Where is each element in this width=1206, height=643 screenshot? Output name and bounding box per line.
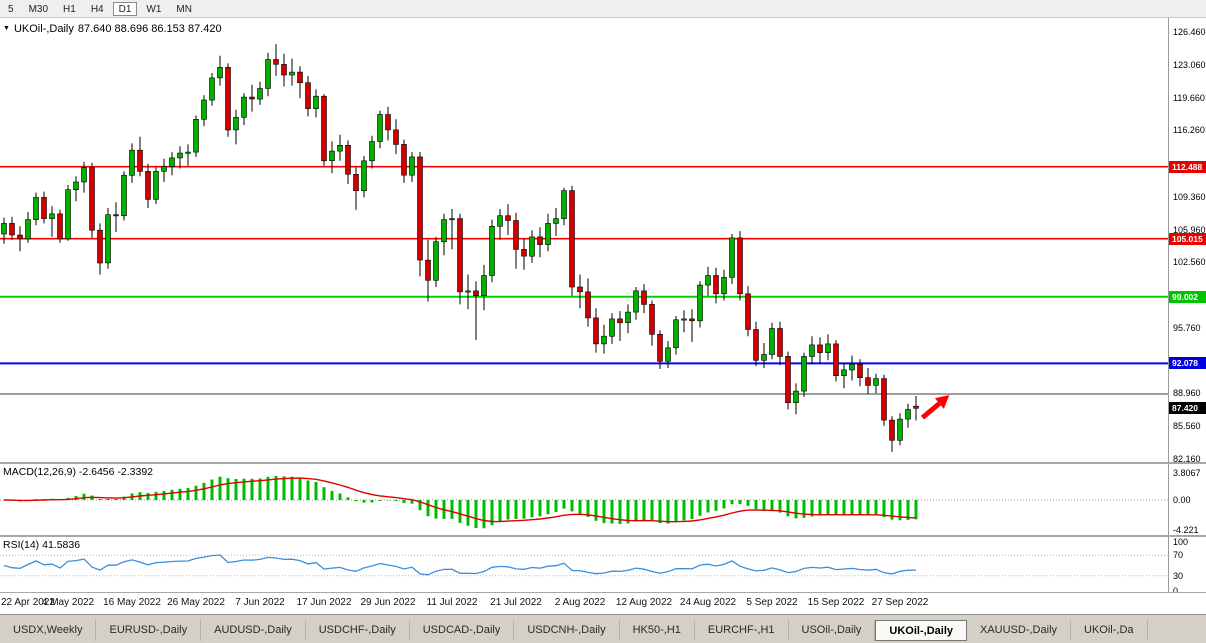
- symbol-tab-hk50-h1[interactable]: HK50-,H1: [620, 620, 695, 641]
- level-price-tag: 92.078: [1169, 357, 1206, 369]
- symbol-tab-eurusd-daily[interactable]: EURUSD-,Daily: [96, 620, 202, 641]
- macd-panel: MACD(12,26,9) -2.6456 -2.3392: [0, 464, 1168, 535]
- time-axis[interactable]: 22 Apr 2022 4 May 2022 16 May 2022 26 May 2…: [0, 593, 1206, 614]
- symbol-tab-usdcad-daily[interactable]: USDCAD-,Daily: [410, 620, 515, 641]
- symbol-tab-usoil-daily[interactable]: USOil-,Daily: [789, 620, 876, 641]
- date-label: 17 Jun 2022: [296, 597, 352, 608]
- price-scale-label: 82.160: [1173, 454, 1201, 464]
- date-label: 5 Sep 2022: [746, 597, 798, 608]
- symbol-tab-ukoil-daily[interactable]: UKOil-,Daily: [875, 620, 967, 641]
- level-price-tag: 112.488: [1169, 161, 1206, 173]
- date-label: 26 May 2022: [167, 597, 225, 608]
- rsi-scale[interactable]: 100 70 30 0: [1169, 537, 1206, 596]
- date-label: 12 Aug 2022: [615, 597, 673, 608]
- macd-scale-label: 3.8067: [1173, 468, 1201, 478]
- symbol-tab-usdx-weekly[interactable]: USDX,Weekly: [0, 620, 97, 641]
- date-label: 21 Jul 2022: [490, 597, 542, 608]
- price-scale-label: 105.960: [1173, 225, 1206, 235]
- rsi-panel: RSI(14) 41.5836: [0, 537, 1168, 592]
- chart-ohlc-values: 87.640 88.696 86.153 87.420: [77, 23, 222, 35]
- timeframe-button-d1[interactable]: D1: [112, 1, 138, 16]
- price-scale-label: 116.260: [1173, 125, 1205, 135]
- chart-tab-bar: USDX,Weekly EURUSD-,Daily AUDUSD-,Daily USD…: [0, 614, 1206, 643]
- symbol-tab-audusd-daily[interactable]: AUDUSD-,Daily: [201, 620, 306, 641]
- symbol-tab-eurchf-h1[interactable]: EURCHF-,H1: [695, 620, 789, 641]
- panel-separator[interactable]: [0, 462, 1206, 464]
- price-scale-label: 119.660: [1173, 93, 1205, 103]
- symbol-tab-ukoil-da[interactable]: UKOil-,Da: [1071, 620, 1148, 641]
- chart-menu-icon: ▼: [3, 25, 10, 32]
- candlestick-chart[interactable]: [0, 18, 1168, 462]
- symbol-tab-usdchf-daily[interactable]: USDCHF-,Daily: [306, 620, 410, 641]
- main-chart-panel: ▼ UKOil-,Daily 87.640 88.696 86.153 87.4…: [0, 18, 1168, 462]
- rsi-scale-label: 70: [1173, 550, 1184, 560]
- level-price-tag: 105.015: [1169, 233, 1206, 245]
- timeframe-button-m30[interactable]: M30: [28, 3, 49, 15]
- rsi-chart[interactable]: [0, 537, 1168, 597]
- timeframe-button-h4[interactable]: H4: [90, 3, 104, 15]
- rsi-label: RSI(14) 41.5836: [3, 539, 81, 551]
- scale-separator: [1168, 18, 1169, 614]
- price-scale-label: 126.460: [1173, 27, 1206, 37]
- date-label: 2 Aug 2022: [554, 597, 606, 608]
- macd-chart[interactable]: [0, 464, 1168, 540]
- macd-scale-label: 0.00: [1173, 495, 1191, 505]
- chart-title: ▼ UKOil-,Daily 87.640 88.696 86.153 87.4…: [3, 23, 222, 35]
- panel-separator[interactable]: [0, 592, 1206, 593]
- symbol-tab-usdcnh-daily[interactable]: USDCNH-,Daily: [514, 620, 620, 641]
- date-label: 27 Sep 2022: [871, 597, 929, 608]
- price-scale-label: 95.760: [1173, 323, 1201, 333]
- date-label: 22 Apr 2022: [1, 597, 55, 608]
- timeframe-button-w1[interactable]: W1: [146, 3, 162, 15]
- rsi-scale-label: 0: [1173, 586, 1179, 596]
- price-scale-label: 102.560: [1173, 257, 1206, 267]
- bid-price-tag: 87.420: [1169, 402, 1206, 414]
- macd-scale[interactable]: 3.8067 0.00 -4.221: [1169, 464, 1206, 535]
- price-scale-label: 123.060: [1173, 60, 1206, 70]
- rsi-scale-label: 30: [1173, 571, 1184, 581]
- trend-arrow: [920, 395, 950, 420]
- date-label: 15 Sep 2022: [807, 597, 865, 608]
- price-scale-label: 109.360: [1173, 192, 1206, 202]
- chart-symbol-period: UKOil-,Daily: [13, 23, 74, 35]
- date-label: 16 May 2022: [103, 597, 161, 608]
- date-label: 24 Aug 2022: [679, 597, 737, 608]
- date-label: 11 Jul 2022: [426, 597, 478, 608]
- timeframe-button-5[interactable]: 5: [8, 3, 14, 15]
- rsi-scale-label: 100: [1173, 537, 1189, 547]
- price-scale-label: 85.560: [1173, 421, 1201, 431]
- price-scale-label: 88.960: [1173, 388, 1201, 398]
- date-label: 4 May 2022: [41, 597, 95, 608]
- macd-label: MACD(12,26,9) -2.6456 -2.3392: [3, 466, 154, 478]
- timeframe-button-mn[interactable]: MN: [176, 3, 192, 15]
- timeframe-toolbar: 5 M30 H1 H4 D1 W1 MN: [0, 0, 1206, 18]
- price-scale[interactable]: 126.460 123.060 119.660 116.260 109.360 105.9…: [1169, 18, 1206, 464]
- symbol-tab-xauusd-daily[interactable]: XAUUSD-,Daily: [967, 620, 1072, 641]
- timeframe-button-h1[interactable]: H1: [63, 3, 76, 15]
- panel-separator[interactable]: [0, 535, 1206, 537]
- date-label: 29 Jun 2022: [360, 597, 416, 608]
- level-price-tag: 99.002: [1169, 291, 1206, 303]
- macd-scale-label: -4.221: [1173, 525, 1199, 535]
- date-label: 7 Jun 2022: [235, 597, 285, 608]
